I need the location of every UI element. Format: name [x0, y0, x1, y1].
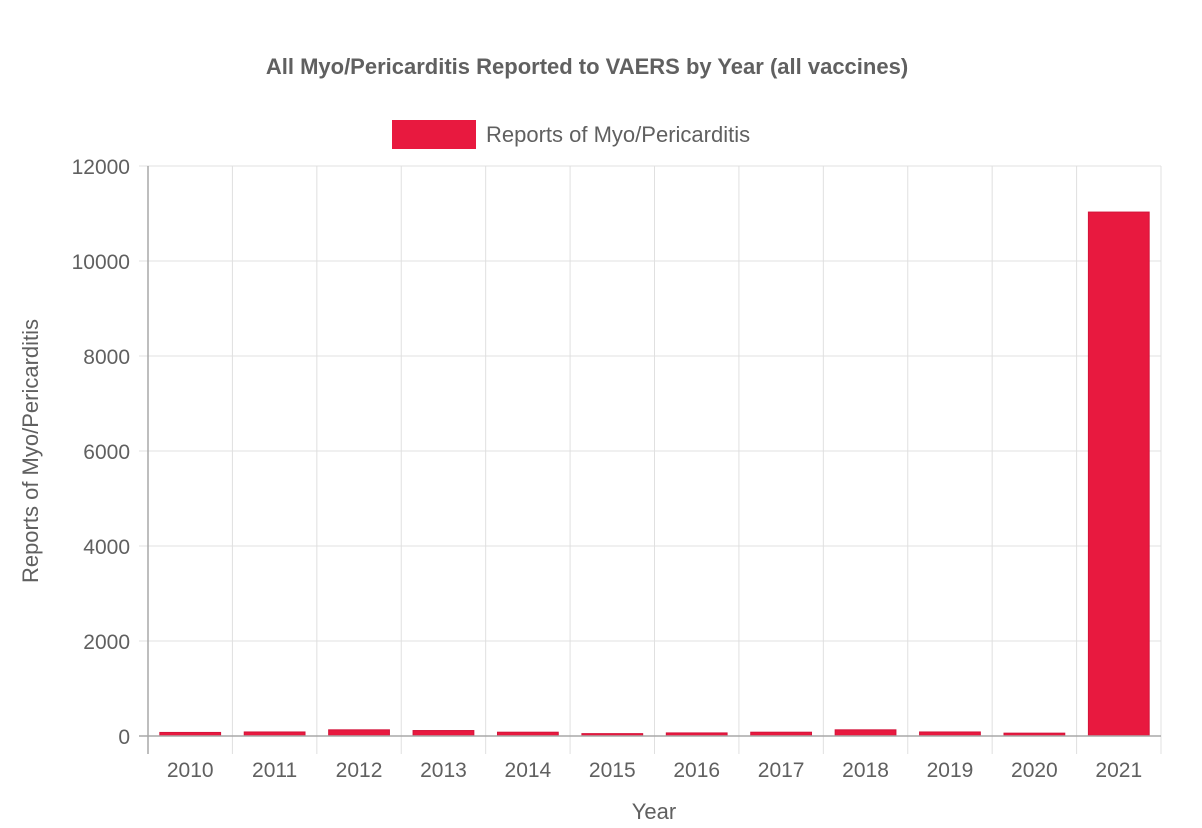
- legend[interactable]: Reports of Myo/Pericarditis: [392, 120, 750, 149]
- x-tick-label: 2010: [167, 759, 214, 782]
- y-tick-label: 8000: [83, 346, 130, 369]
- x-axis-tick-labels: 2010 2011 2012 2013 2014 2015 2016 2017 2018 2019…: [167, 759, 1142, 782]
- bar-2012: [328, 729, 390, 737]
- y-tick-label: 0: [118, 726, 130, 749]
- legend-label: Reports of Myo/Pericarditis: [486, 122, 750, 147]
- x-tick-label: 2017: [758, 759, 805, 782]
- axes: [139, 166, 1161, 754]
- x-tick-label: 2019: [927, 759, 974, 782]
- bar-2021: [1087, 211, 1150, 737]
- y-axis-title: Reports of Myo/Pericarditis: [18, 319, 43, 583]
- x-tick-label: 2015: [589, 759, 636, 782]
- x-tick-label: 2016: [673, 759, 720, 782]
- legend-swatch: [392, 120, 476, 149]
- bar-2018: [834, 729, 897, 737]
- x-tick-label: 2020: [1011, 759, 1058, 782]
- chart-title: All Myo/Pericarditis Reported to VAERS b…: [266, 54, 908, 79]
- y-tick-label: 4000: [83, 536, 130, 559]
- gridlines: [139, 165, 1162, 754]
- y-axis-tick-labels: 0 2000 4000 6000 8000 10000 12000: [72, 156, 130, 749]
- x-tick-label: 2018: [842, 759, 889, 782]
- bar-2013: [412, 730, 475, 737]
- x-axis-title: Year: [632, 799, 676, 824]
- y-tick-label: 12000: [72, 156, 130, 179]
- y-tick-label: 6000: [83, 441, 130, 464]
- x-tick-label: 2012: [336, 759, 383, 782]
- y-tick-label: 10000: [72, 251, 130, 274]
- x-tick-label: 2014: [505, 759, 552, 782]
- x-tick-label: 2013: [420, 759, 467, 782]
- x-tick-label: 2021: [1095, 759, 1142, 782]
- bars: [159, 211, 1150, 737]
- y-tick-label: 2000: [83, 631, 130, 654]
- x-tick-label: 2011: [252, 759, 297, 782]
